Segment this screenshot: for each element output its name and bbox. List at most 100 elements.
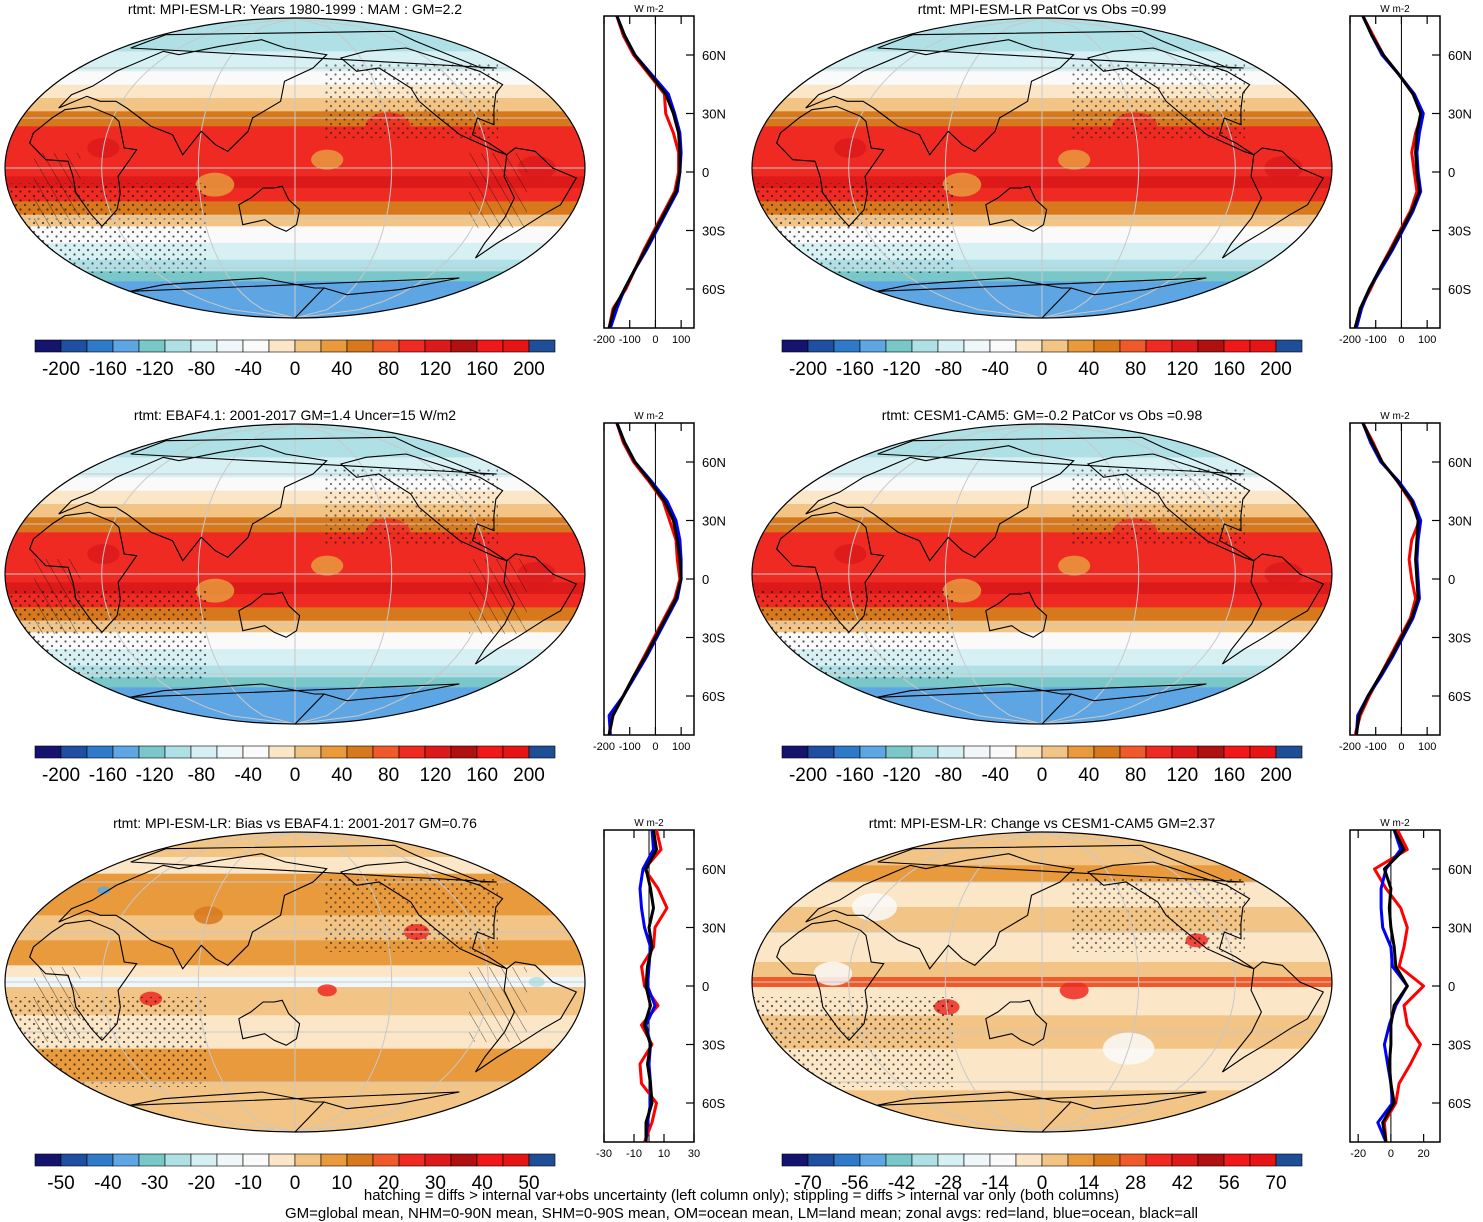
colorbar-swatch (807, 1153, 835, 1167)
colorbar-swatch (60, 339, 88, 353)
colorbar-swatch (346, 745, 374, 759)
colorbar-tick-label: -120 (136, 765, 174, 786)
colorbar-tick-label: 70 (1265, 1173, 1286, 1194)
coastline (29, 105, 138, 228)
colorbar-tick-label: 40 (331, 765, 352, 786)
graticule-meridian (197, 424, 296, 724)
stippling (324, 469, 498, 544)
colorbar-tick-label: 80 (1125, 765, 1146, 786)
map-field (752, 832, 1332, 1132)
colorbar-swatch (989, 745, 1017, 759)
colorbar-tick-label: -40 (234, 765, 261, 786)
colorbar-tick-label: -20 (188, 1173, 215, 1194)
y-tick-label: 30S (1448, 224, 1471, 239)
colorbar-swatch (502, 1153, 530, 1167)
colorbar-tick-label: 10 (331, 1173, 352, 1194)
colorbar-swatch (963, 1153, 991, 1167)
colorbar-swatch (398, 339, 426, 353)
colorbar-tick-label: -40 (981, 359, 1008, 380)
colorbar-swatch (807, 745, 835, 759)
colorbar-swatch (1093, 1153, 1121, 1167)
colorbar-swatch (190, 339, 218, 353)
colorbar-swatch (911, 1153, 939, 1167)
colorbar-swatch (885, 339, 913, 353)
x-tick-label: 0 (1398, 334, 1404, 346)
coastline (129, 277, 460, 318)
colorbar-swatch (1249, 745, 1277, 759)
y-tick-label: 60S (702, 1096, 725, 1111)
colorbar-swatch (1223, 339, 1251, 353)
colorbar-swatch (372, 339, 400, 353)
colorbar-swatch (86, 339, 114, 353)
coastline (1086, 453, 1255, 562)
stippling (752, 183, 955, 273)
chart-panel-3: rtmt: EBAF4.1: 2001-2017 GM=1.4 Uncer=15… (4, 407, 726, 786)
colorbar-swatch (112, 745, 140, 759)
coastline (985, 185, 1048, 232)
colorbar-tick-label: 160 (466, 765, 498, 786)
colorbar-tick-label: 80 (378, 765, 399, 786)
x-tick-label: 100 (1418, 741, 1436, 753)
ocean-zonal-line (608, 15, 683, 329)
y-tick-label: 30N (702, 107, 726, 122)
colorbar-swatch (242, 1153, 270, 1167)
colorbar-swatch (138, 745, 166, 759)
colorbar-swatch (885, 745, 913, 759)
colorbar-tick-label: 160 (1213, 765, 1245, 786)
colorbar-swatch (885, 1153, 913, 1167)
colorbar-swatch (424, 339, 452, 353)
colorbar-tick-label: -200 (42, 765, 80, 786)
colorbar-swatch (1015, 745, 1043, 759)
ocean-zonal-line (607, 422, 683, 736)
hatching (34, 153, 81, 228)
colorbar-swatch (86, 1153, 114, 1167)
y-tick-label: 60N (702, 48, 726, 63)
map-field (752, 424, 1332, 724)
colorbar-tick-label: -160 (836, 359, 874, 380)
colorbar-tick-label: 200 (513, 765, 545, 786)
colorbar-swatch (86, 745, 114, 759)
colorbar-swatch (268, 745, 296, 759)
map-outline (4, 831, 586, 1133)
y-tick-label: 30N (1448, 107, 1472, 122)
coastline (58, 853, 328, 970)
land-zonal-line (1373, 829, 1426, 1143)
coastline (877, 436, 1244, 475)
colorbar-swatch (346, 1153, 374, 1167)
colorbar-tick-label: 160 (1213, 359, 1245, 380)
colorbar-swatch (781, 339, 809, 353)
coastline (985, 591, 1048, 638)
colorbar-swatch (294, 339, 322, 353)
coastline (985, 999, 1048, 1046)
graticule-meridian (294, 18, 393, 318)
x-tick-label: -200 (1339, 334, 1361, 346)
chart-panel-6: rtmt: MPI-ESM-LR: Change vs CESM1-CAM5 G… (751, 815, 1472, 1194)
x-tick-label: -100 (1365, 741, 1387, 753)
colorbar-swatch (963, 339, 991, 353)
colorbar-tick-label: -80 (935, 359, 962, 380)
y-tick-label: 60N (1448, 862, 1472, 877)
graticule-meridian (944, 424, 1043, 724)
colorbar-swatch (138, 339, 166, 353)
y-tick-label: 60S (1448, 282, 1471, 297)
colorbar-swatch (859, 339, 887, 353)
colorbar-swatch (398, 1153, 426, 1167)
x-tick-label: -30 (596, 1148, 612, 1160)
colorbar-swatch (1093, 339, 1121, 353)
coastline (339, 861, 508, 970)
colorbar-swatch (859, 1153, 887, 1167)
colorbar-swatch (372, 1153, 400, 1167)
coastline (877, 844, 1244, 883)
coastline (876, 277, 1207, 318)
colorbar-swatch (781, 1153, 809, 1167)
coastline (474, 961, 578, 1073)
colorbar-swatch (216, 339, 244, 353)
y-tick-label: 30N (1448, 514, 1472, 529)
all-zonal-line (607, 15, 682, 329)
y-tick-label: 30N (702, 921, 726, 936)
colorbar-swatch (911, 745, 939, 759)
colorbar-tick-label: 200 (1260, 359, 1292, 380)
colorbar-swatch (1093, 745, 1121, 759)
contour-patch (1058, 149, 1091, 170)
x-tick-label: 100 (1418, 334, 1436, 346)
